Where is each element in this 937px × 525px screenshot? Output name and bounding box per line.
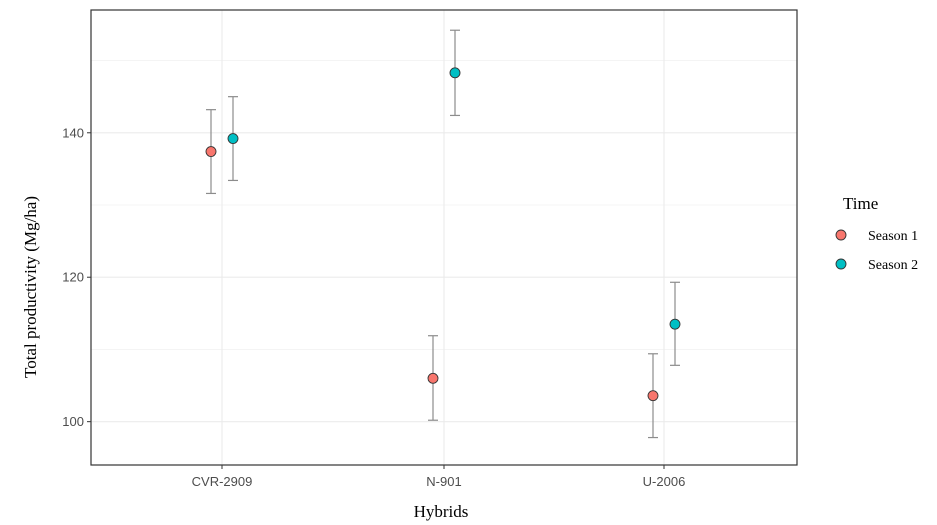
legend-key [835,258,847,270]
legend-label: Season 1 [868,229,918,244]
x-tick-label: U-2006 [643,474,686,489]
legend-items: Season 1 Season 2 [835,229,918,273]
legend-title: Time [843,194,878,213]
error-bars [206,29,680,439]
legend-item: Season 2 [835,258,918,273]
y-axis-title: Total productivity (Mg/ha) [21,196,40,378]
x-axis-title: Hybrids [414,502,469,521]
data-point [669,318,681,330]
legend-item: Season 1 [835,229,918,244]
grid-lines [91,10,797,465]
legend-label: Season 2 [868,258,918,273]
legend-key [835,229,847,241]
data-point [647,390,659,402]
x-tick-label: CVR-2909 [192,474,253,489]
y-tick-label: 140 [62,125,84,140]
y-axis-ticks: 100 120 140 [62,125,91,429]
data-points [205,67,681,402]
legend: Time Season 1 Season 2 [835,194,918,273]
data-point [227,133,239,145]
data-point [449,67,461,79]
x-axis-ticks: CVR-2909 N-901 U-2006 [192,465,686,489]
y-tick-label: 100 [62,414,84,429]
data-point [427,372,439,384]
y-tick-label: 120 [62,270,84,285]
data-point [205,146,217,158]
x-tick-label: N-901 [426,474,461,489]
